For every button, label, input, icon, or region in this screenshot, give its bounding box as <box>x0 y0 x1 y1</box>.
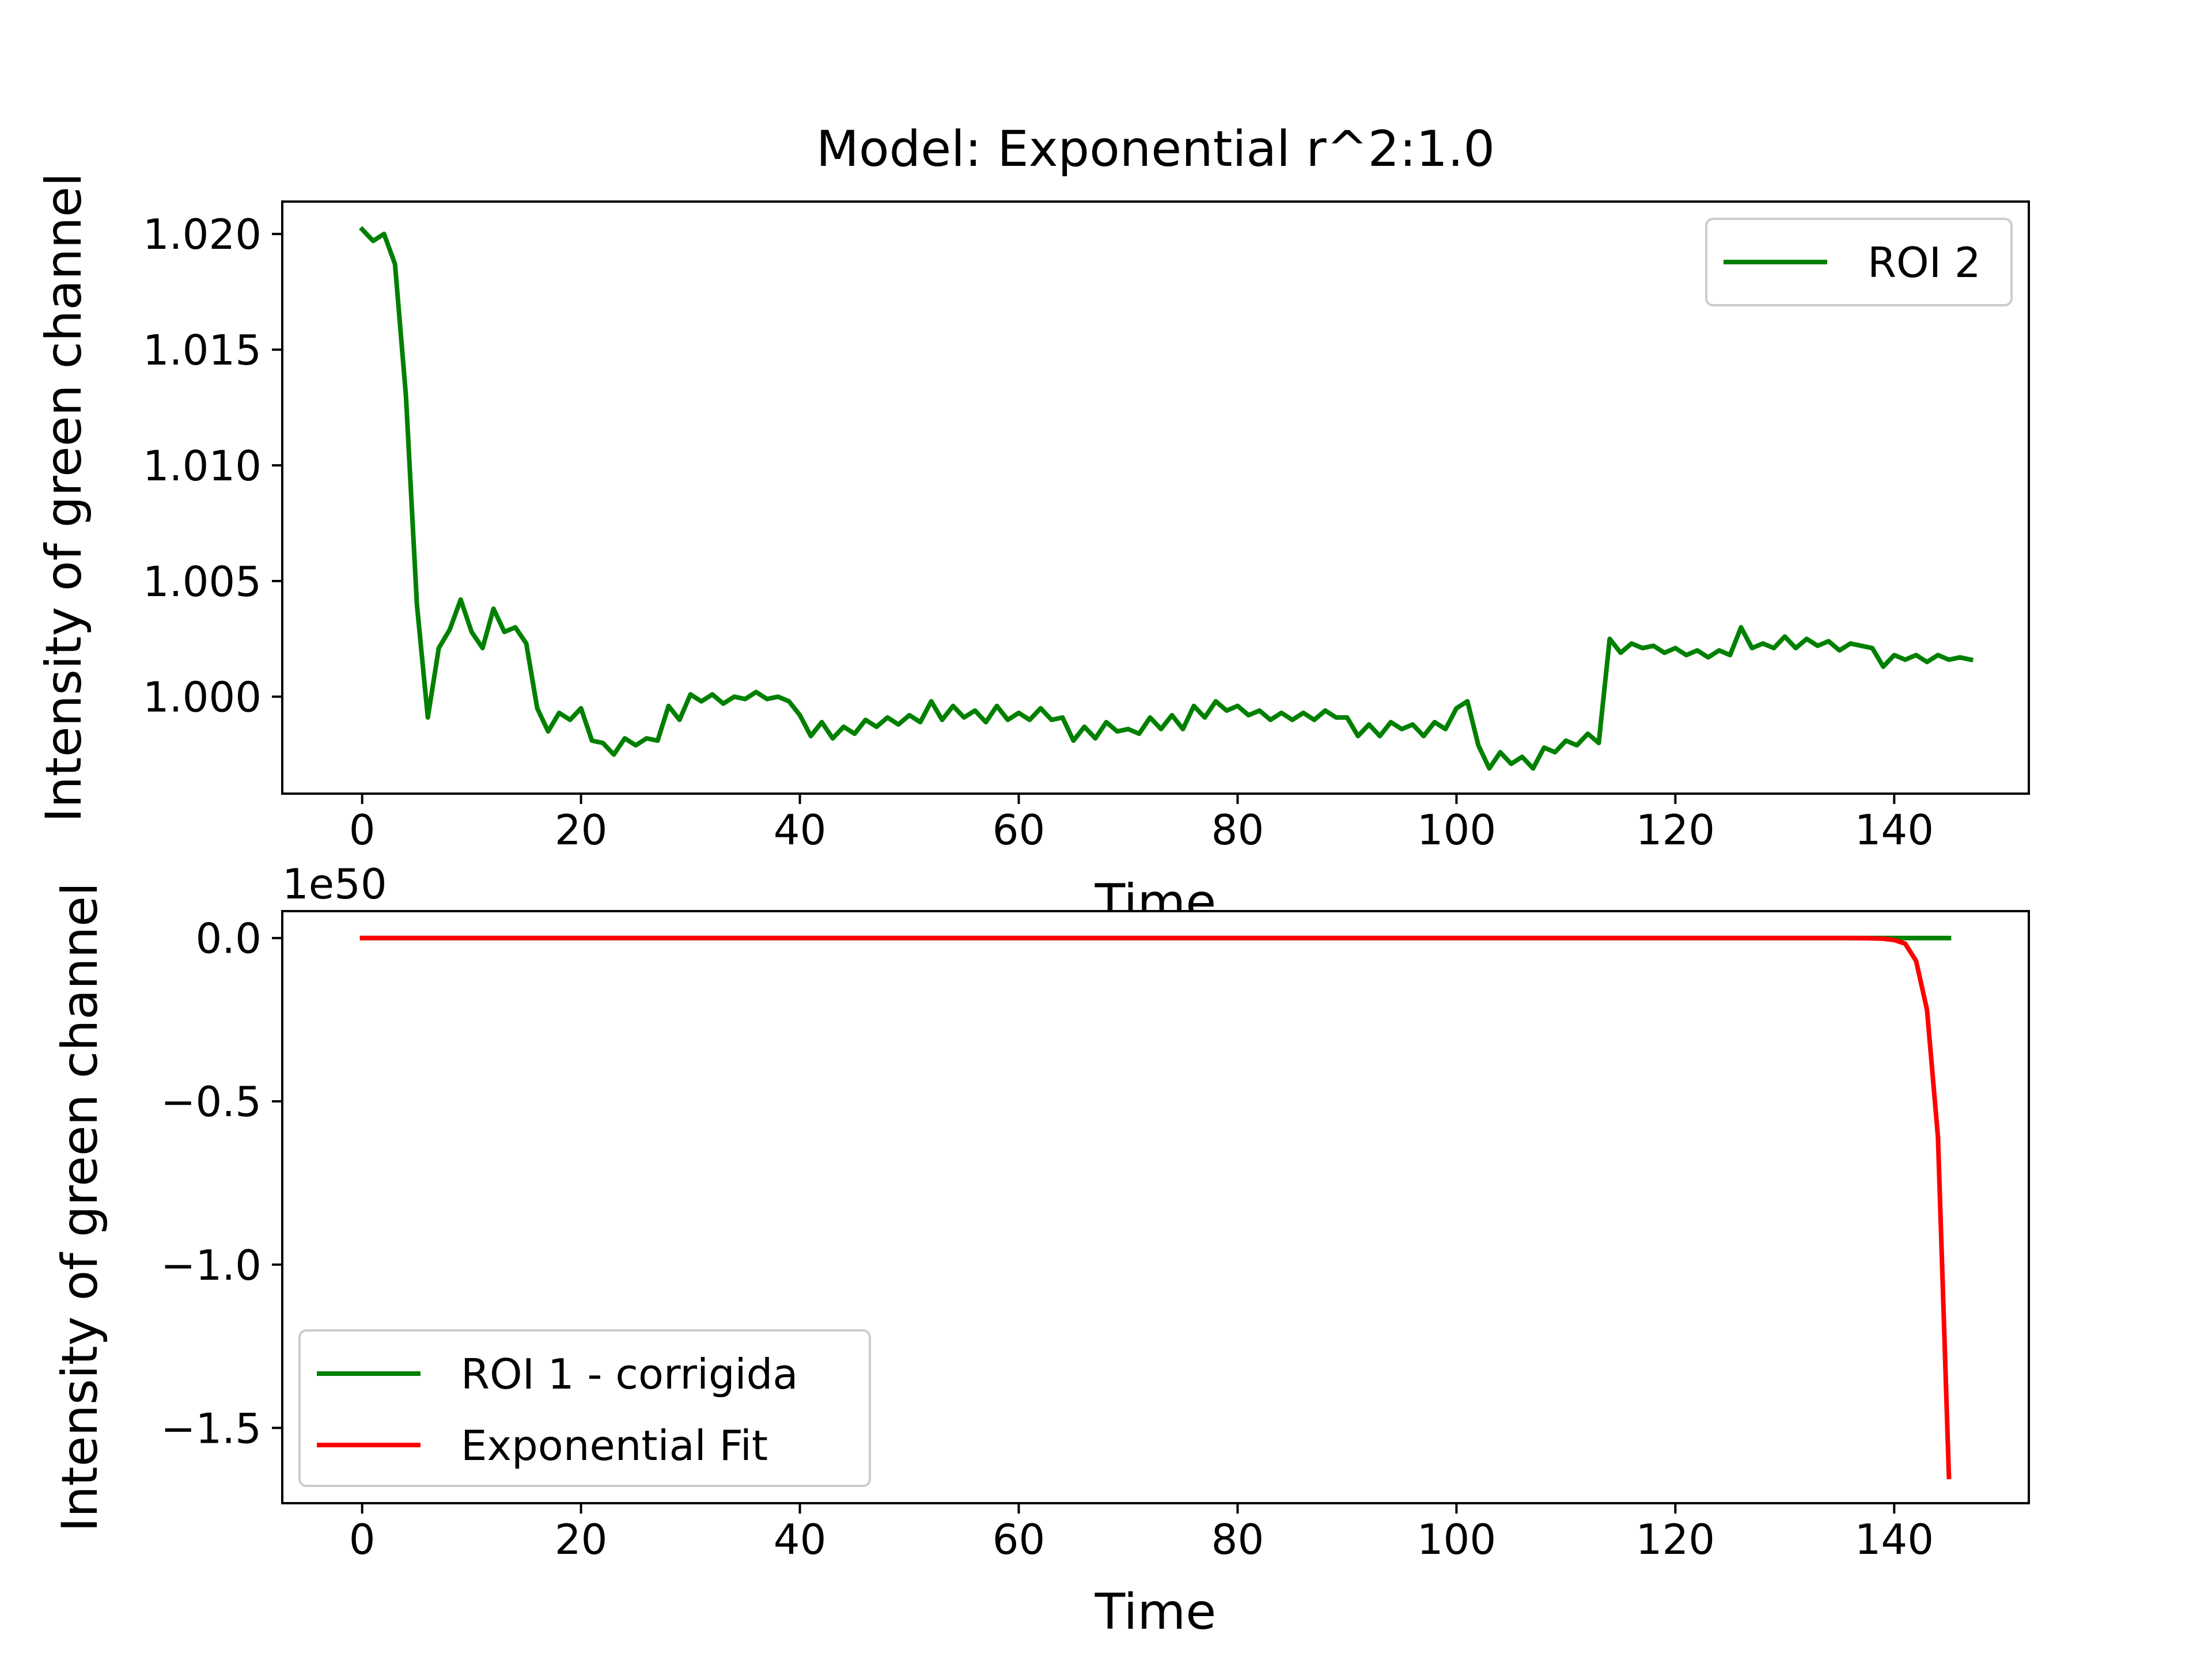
plot-1: 0 20 40 60 80 100 120 140 1.000 1.005 1.010 1.015 1.… <box>35 120 2030 931</box>
x-tick-label: 140 <box>1855 1515 1934 1564</box>
legend: ROI 1 - corrigida Exponential Fit <box>298 1329 871 1487</box>
x-tick-label: 120 <box>1636 806 1715 854</box>
x-tick-label: 140 <box>1855 806 1934 854</box>
x-tick-label: 0 <box>349 1515 376 1564</box>
x-tick-label: 40 <box>774 1515 827 1564</box>
y-tick-label: 1.010 <box>143 442 262 490</box>
y-tick-label: 0.0 <box>195 915 262 963</box>
x-axis-label: Time <box>1094 1583 1216 1641</box>
x-tick-label: 40 <box>774 806 827 854</box>
x-tick-label: 60 <box>993 806 1046 854</box>
chart-title: Model: Exponential r^2:1.0 <box>816 120 1495 178</box>
y-offset-label: 1e50 <box>282 860 387 908</box>
legend-label: ROI 1 - corrigida <box>461 1350 798 1398</box>
x-tick-label: 80 <box>1211 806 1264 854</box>
x-tick-label: 60 <box>993 1515 1046 1564</box>
y-tick-label: 1.005 <box>143 558 262 606</box>
x-tick-label: 0 <box>349 806 376 854</box>
x-tick-label: 20 <box>555 1515 608 1564</box>
legend: ROI 2 <box>1705 218 2013 306</box>
axes-frame <box>281 910 2030 1504</box>
x-tick-label: 100 <box>1417 1515 1496 1564</box>
y-axis-label: Intensity of green channel <box>35 173 93 822</box>
legend-label: Exponential Fit <box>461 1421 768 1470</box>
x-tick-label: 100 <box>1417 806 1496 854</box>
y-tick-label: 1.015 <box>143 326 262 374</box>
x-tick-label: 120 <box>1636 1515 1715 1564</box>
legend-frame <box>1705 218 2013 306</box>
series-line-1-1 <box>359 226 1974 771</box>
series-line-2-2 <box>359 935 1952 1480</box>
y-tick-label: −1.5 <box>161 1404 262 1453</box>
y-tick-label: −1.0 <box>161 1241 262 1290</box>
y-tick-label: 1.000 <box>143 673 262 722</box>
plot-2: 0 20 40 60 80 100 120 140 0.0 −0.5 −1.0 −1.5 Time Int… <box>51 860 2030 1641</box>
legend-frame <box>298 1329 871 1487</box>
x-tick-label: 20 <box>555 806 608 854</box>
x-tick-label: 80 <box>1211 1515 1264 1564</box>
axes-frame <box>281 200 2030 795</box>
y-tick-label: −0.5 <box>161 1078 262 1126</box>
y-tick-label: 1.020 <box>143 210 262 259</box>
legend-label: ROI 2 <box>1868 238 1981 287</box>
x-axis-label: Time <box>1094 874 1216 931</box>
y-axis-label: Intensity of green channel <box>51 882 109 1532</box>
